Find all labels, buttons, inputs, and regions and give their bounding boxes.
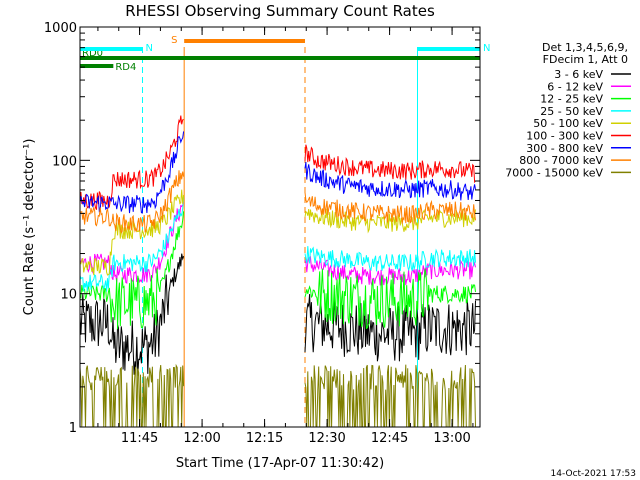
series-25-50-kev-trace-1 [79, 196, 185, 292]
status-bar-label-0: RD0 [82, 48, 103, 59]
legend-label-7: 800 - 7000 keV [519, 154, 603, 167]
series-300-800-kev [79, 131, 476, 214]
series-3-6-kev [79, 253, 476, 376]
legend-label-0: 3 - 6 keV [554, 68, 603, 81]
series-12-25-kev [79, 211, 476, 330]
x-tick-label-0: 11:45 [121, 431, 158, 446]
legend-header-0: Det 1,3,4,5,6,9, [542, 41, 628, 54]
series-100-300-kev-trace-2 [304, 144, 476, 184]
legend-label-1: 6 - 12 keV [547, 80, 603, 93]
x-axis-label: Start Time (17-Apr-07 11:30:42) [176, 456, 384, 471]
series-300-800-kev-trace-2 [304, 161, 476, 201]
series-800-7000-kev-trace-1 [79, 170, 185, 234]
series-25-50-kev-trace-2 [304, 246, 476, 272]
x-tick-label-3: 12:30 [308, 431, 345, 446]
series-6-12-kev-trace-2 [304, 255, 476, 286]
legend-label-4: 50 - 100 keV [533, 117, 603, 130]
legend-header-1: FDecim 1, Att 0 [543, 53, 628, 66]
x-tick-label-2: 12:15 [246, 431, 283, 446]
series-50-100-kev-trace-1 [79, 189, 185, 276]
x-tick-label-4: 12:45 [371, 431, 408, 446]
status-bar-label-2: N [146, 43, 153, 54]
series-3-6-kev-trace-2 [304, 294, 476, 362]
plot-frame [79, 26, 481, 428]
legend-label-8: 7000 - 15000 keV [505, 166, 603, 179]
legend-label-3: 25 - 50 keV [540, 105, 603, 118]
legend-label-5: 100 - 300 keV [526, 130, 603, 143]
series-100-300-kev-trace-1 [79, 115, 184, 210]
y-axis-label: Count Rate (s⁻¹ detector⁻¹) [22, 139, 37, 316]
axes: 11:45 12:00 12:15 12:30 12:45 13:00 1 10 100 1000 [44, 21, 480, 446]
series-100-300-kev [79, 115, 476, 210]
x-tick-label-5: 13:00 [433, 431, 470, 446]
series-800-7000-kev-trace-2 [304, 192, 476, 224]
legend-label-2: 12 - 25 keV [540, 93, 603, 106]
legend-label-6: 300 - 800 keV [526, 142, 603, 155]
series-25-50-kev [79, 196, 476, 292]
series-7000-15000-kev-trace-1 [79, 363, 185, 428]
timestamp: 14-Oct-2021 17:53 [551, 469, 636, 479]
series-50-100-kev [79, 189, 476, 276]
status-bar-label-3: N [483, 43, 490, 54]
series-800-7000-kev [79, 170, 476, 234]
legend: Det 1,3,4,5,6,9,FDecim 1, Att 0 3 - 6 keV… [505, 41, 631, 179]
series-12-25-kev-trace-1 [79, 211, 185, 330]
status-bar-label-1: RD4 [115, 62, 136, 73]
y-tick-label-3: 1000 [44, 21, 77, 36]
series-12-25-kev-trace-2 [304, 268, 476, 330]
y-tick-label-1: 10 [60, 288, 77, 303]
status-bar-label-4: S [171, 35, 177, 46]
y-tick-label-0: 1 [69, 421, 77, 436]
y-tick-label-2: 100 [52, 154, 77, 169]
x-tick-label-1: 12:00 [183, 431, 220, 446]
series-300-800-kev-trace-1 [79, 131, 185, 214]
series-3-6-kev-trace-1 [79, 253, 185, 376]
series-50-100-kev-trace-2 [304, 208, 476, 234]
chart-title: RHESSI Observing Summary Count Rates [125, 2, 435, 20]
plot-area: RD0 RD4 N N S [79, 35, 490, 428]
